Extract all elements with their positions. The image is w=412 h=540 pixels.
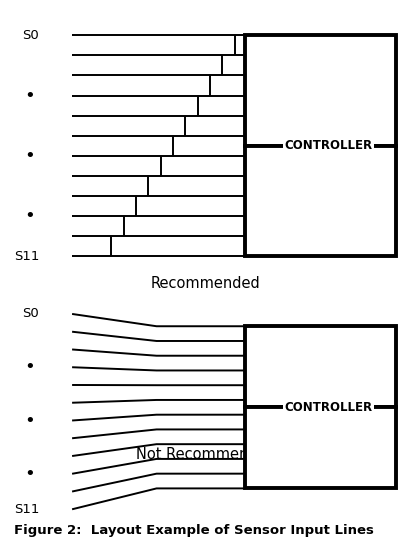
Text: CONTROLLER: CONTROLLER (285, 139, 372, 152)
Text: S0: S0 (22, 307, 39, 320)
Text: •: • (24, 147, 35, 165)
Text: •: • (24, 465, 35, 483)
Bar (245, 146, 396, 256)
Text: CONTROLLER: CONTROLLER (285, 401, 372, 414)
Text: S11: S11 (14, 503, 39, 516)
Text: Figure 2:  Layout Example of Sensor Input Lines: Figure 2: Layout Example of Sensor Input… (14, 524, 374, 537)
Text: •: • (24, 86, 35, 105)
Text: •: • (24, 207, 35, 225)
Text: S11: S11 (14, 249, 39, 262)
Bar (245, 326, 396, 407)
Text: Recommended: Recommended (151, 276, 261, 292)
Text: •: • (24, 411, 35, 429)
Text: Not Recommended: Not Recommended (136, 447, 276, 462)
Bar (245, 407, 396, 488)
Text: S0: S0 (22, 29, 39, 42)
Bar (245, 35, 396, 146)
Text: •: • (24, 358, 35, 376)
